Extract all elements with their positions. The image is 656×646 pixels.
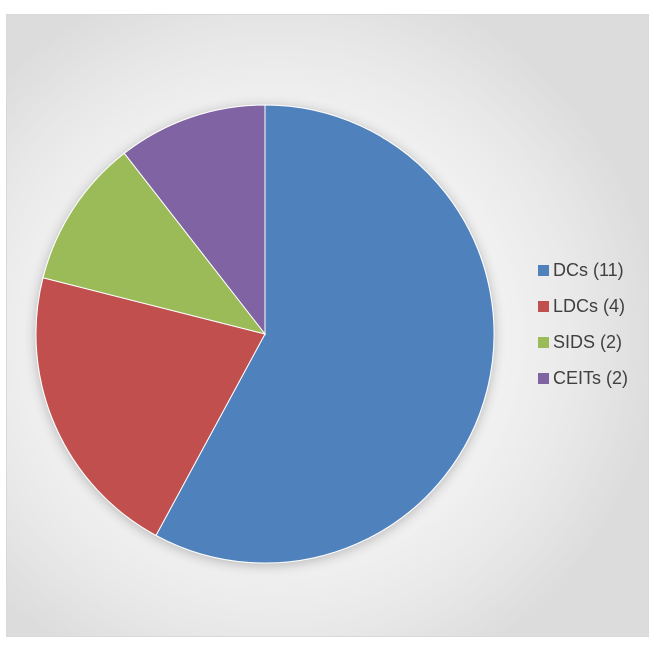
legend-swatch: [538, 372, 549, 384]
legend-item-sids: SIDS (2): [538, 324, 648, 360]
chart-legend: DCs (11) LDCs (4) SIDS (2) CEITs (2): [538, 252, 648, 396]
legend-item-dcs: DCs (11): [538, 252, 648, 288]
pie-slice-ceits: [123, 104, 266, 336]
legend-item-ldcs: LDCs (4): [538, 288, 648, 324]
legend-label: CEITs (2): [553, 367, 629, 388]
legend-swatch: [538, 300, 549, 312]
legend-swatch: [538, 264, 549, 276]
pie-slice-dcs: [155, 104, 495, 564]
legend-label: DCs (11): [553, 259, 624, 280]
legend-label: LDCs (4): [553, 295, 626, 316]
legend-item-ceits: CEITs (2): [538, 360, 648, 396]
legend-swatch: [538, 336, 549, 348]
pie-slice-sids: [42, 152, 267, 335]
legend-label: SIDS (2): [553, 331, 623, 352]
pie-slice-ldcs: [35, 277, 266, 537]
